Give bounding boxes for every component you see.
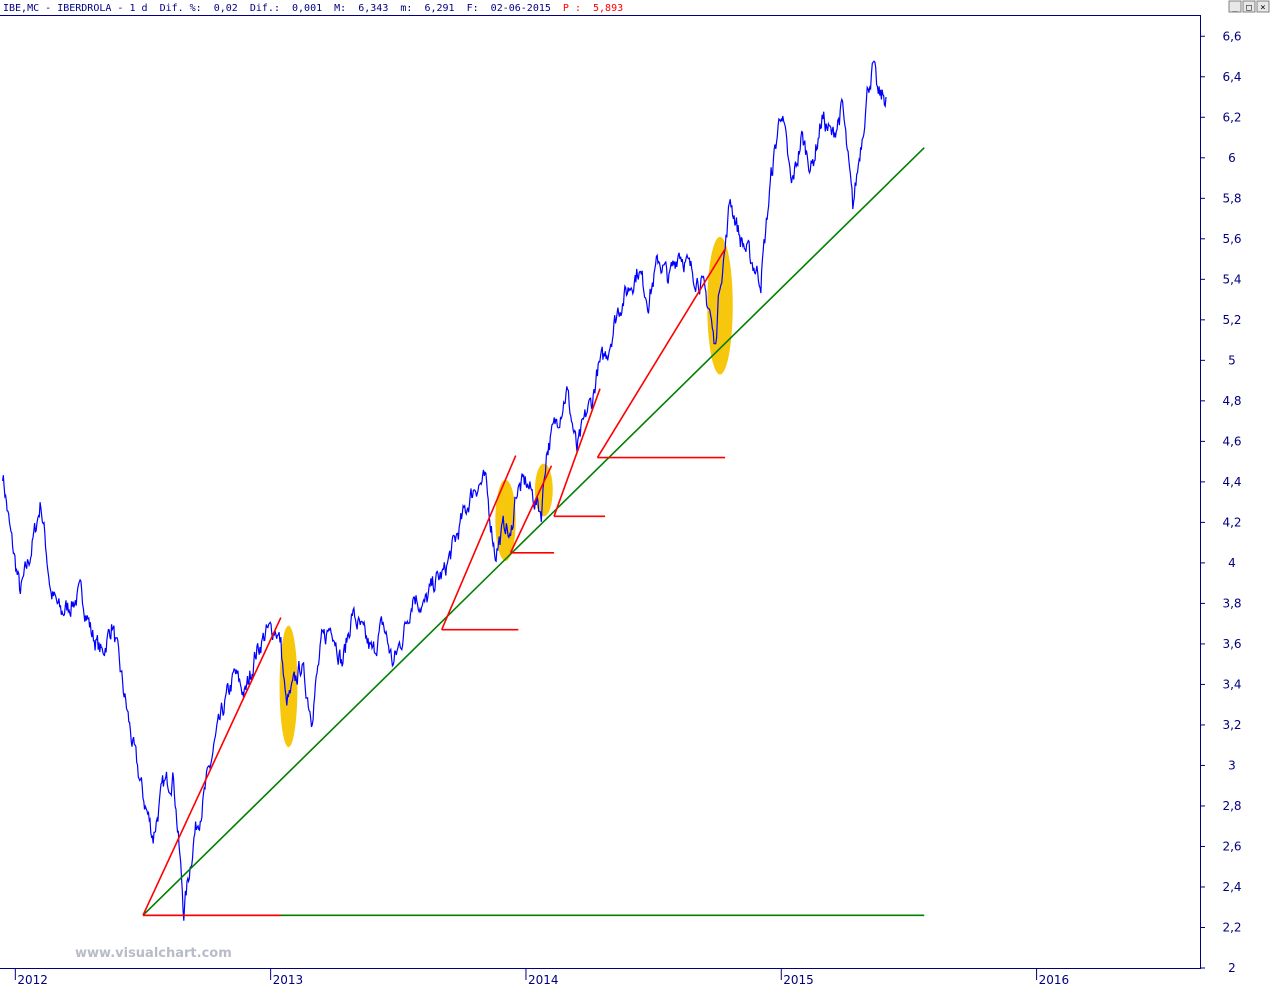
trendline-layer [142,147,925,917]
y-tick-label: 2,2 [1222,920,1241,934]
y-tick-label: 3,2 [1222,718,1241,732]
trend-line [142,617,282,916]
y-tick-label: 3,4 [1222,677,1241,691]
y-tick-label: 5,6 [1222,232,1241,246]
header-separator: - [117,3,129,14]
window-controls: _ □ × [1228,0,1270,13]
close-icon: × [1260,3,1265,13]
y-tick-label: 2,8 [1222,799,1241,813]
y-tick-label: 3,6 [1222,637,1241,651]
maximize-icon: □ [1246,3,1252,13]
support-trendline [142,147,925,916]
x-axis: 2012 2013 2014 2015 2016 [14,968,1070,987]
header-bar: IBE,MC - IBERDROLA - 1 d Dif. %: 0,02 Di… [0,0,1272,15]
svg-text:IBE,MC - IBERDRO: IBE,MC - IBERDROLA - 1 d Dif. %: 0,02 Di… [3,3,623,14]
y-tick-label: 5 [1228,353,1236,367]
trend-line [596,248,726,458]
header-pct-value: 0,02 [214,3,238,14]
y-tick-label: 4 [1228,556,1236,570]
price-series-line [2,60,887,921]
y-tick-label: 4,6 [1222,434,1241,448]
y-tick-label: 6,4 [1222,70,1241,84]
close-button[interactable]: × [1256,0,1270,13]
header-name: IBERDROLA [57,3,111,14]
x-tick-label: 2015 [783,973,814,987]
header-max-value: 6,343 [358,3,388,14]
header-separator: - [45,3,57,14]
x-tick-label: 2012 [17,973,48,987]
x-tick-label: 2014 [528,973,559,987]
watermark: www.visualchart.com [75,946,232,961]
y-tick-label: 4,4 [1222,475,1241,489]
y-tick-label: 2,4 [1222,880,1241,894]
highlight-layer [279,236,733,748]
header-max-label: M: [334,3,346,14]
y-tick-label: 5,2 [1222,313,1241,327]
y-tick-label: 4,2 [1222,515,1241,529]
header-period: 1 d [129,3,147,14]
y-tick-label: 2,6 [1222,839,1241,853]
price-layer [2,60,887,921]
y-tick-label: 4,8 [1222,394,1241,408]
y-axis: 2 2,2 2,4 2,6 2,8 3 3,2 3,4 3,6 3,8 4 4,2 4,4 4,6 4,8 5… [1200,29,1242,975]
y-tick-label: 5,8 [1222,191,1241,205]
header-pct-label: Dif. %: [160,3,202,14]
highlight-ellipse [279,625,298,748]
trend-line [509,465,553,554]
minimize-icon: _ [1232,3,1238,13]
minimize-button[interactable]: _ [1228,0,1242,13]
trend-line [440,455,517,631]
x-tick-label: 2013 [273,973,304,987]
y-tick-label: 6,2 [1222,110,1241,124]
y-tick-label: 3 [1228,758,1236,772]
y-tick-label: 6 [1228,151,1236,165]
y-tick-label: 2 [1228,961,1236,975]
header-date-value: 02-06-2015 [491,3,551,14]
header-price-label: P : [563,3,581,14]
header-min-label: m: [400,3,412,14]
maximize-button[interactable]: □ [1242,0,1256,13]
y-tick-label: 5,4 [1222,272,1241,286]
y-tick-label: 3,8 [1222,596,1241,610]
trend-line [553,388,601,517]
header-dif-label: Dif.: [250,3,280,14]
header-dif-value: 0,001 [292,3,322,14]
y-tick-label: 6,6 [1222,29,1241,43]
x-tick-label: 2016 [1039,973,1070,987]
header-date-label: F: [467,3,479,14]
highlight-ellipse [534,463,553,517]
header-min-value: 6,291 [424,3,454,14]
header-price-value: 5,893 [593,3,623,14]
header-symbol: IBE,MC [3,3,39,14]
